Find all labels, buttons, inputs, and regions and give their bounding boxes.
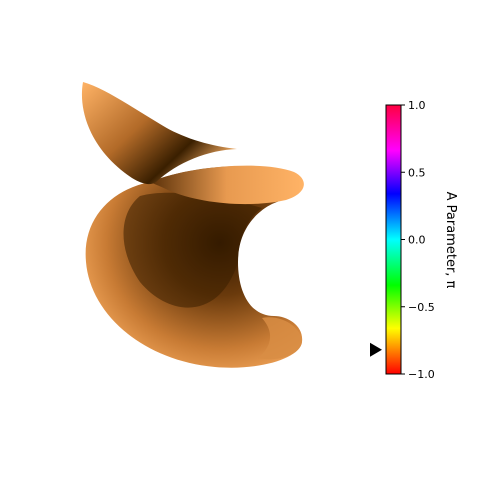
colorbar-marker-triangle xyxy=(370,342,382,357)
colorbar-tick-label: 0.5 xyxy=(408,166,426,179)
surface-upper-rim xyxy=(150,165,304,205)
colorbar-label: A Parameter, π xyxy=(443,192,458,289)
colorbar-tick-label: 0.0 xyxy=(408,234,426,247)
colorbar-tick-label: −0.5 xyxy=(408,301,435,314)
colorbar-ticks: 1.0 0.5 0.0 −0.5 −1.0 xyxy=(401,99,435,381)
surface-upper-wing xyxy=(81,82,237,185)
surface-inner-shade xyxy=(123,192,262,308)
surface-plot xyxy=(81,82,304,368)
colorbar-gradient xyxy=(385,104,402,375)
colorbar-tick-label: −1.0 xyxy=(408,368,435,381)
colorbar: 1.0 0.5 0.0 −0.5 −1.0 A Parameter, π xyxy=(370,99,458,381)
colorbar-tick-label: 1.0 xyxy=(408,99,426,112)
surface-tail xyxy=(258,317,302,360)
